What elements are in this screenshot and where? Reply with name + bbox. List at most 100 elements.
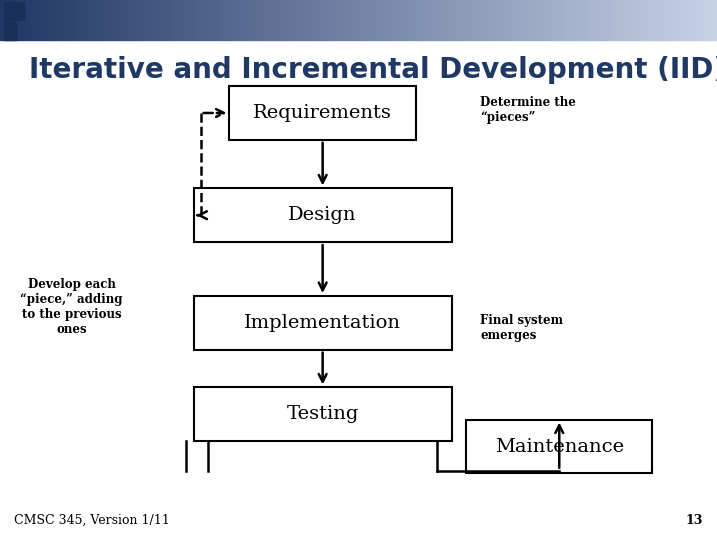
Bar bbox=[342, 0, 344, 40]
Bar bbox=[466, 0, 468, 40]
Bar bbox=[473, 0, 475, 40]
Bar bbox=[24, 0, 27, 40]
Bar bbox=[715, 0, 717, 40]
Bar bbox=[480, 0, 483, 40]
Bar bbox=[289, 0, 292, 40]
Bar bbox=[34, 0, 36, 40]
Text: Maintenance: Maintenance bbox=[495, 437, 624, 456]
Bar bbox=[201, 0, 203, 40]
Bar bbox=[146, 0, 148, 40]
Bar bbox=[52, 0, 55, 40]
Bar bbox=[105, 0, 108, 40]
Bar bbox=[0, 0, 2, 40]
Bar bbox=[521, 0, 523, 40]
Bar bbox=[120, 0, 122, 40]
Bar bbox=[67, 0, 70, 40]
Bar bbox=[138, 0, 141, 40]
Bar bbox=[337, 0, 339, 40]
Bar bbox=[249, 0, 251, 40]
Bar bbox=[215, 0, 217, 40]
Bar bbox=[581, 0, 583, 40]
Bar bbox=[265, 0, 267, 40]
Bar bbox=[110, 0, 113, 40]
Bar bbox=[440, 0, 442, 40]
Bar bbox=[237, 0, 239, 40]
Bar bbox=[698, 0, 701, 40]
Bar bbox=[604, 0, 607, 40]
Bar bbox=[500, 0, 502, 40]
Bar bbox=[394, 0, 397, 40]
Bar bbox=[368, 0, 371, 40]
Bar bbox=[129, 0, 131, 40]
Bar bbox=[349, 0, 351, 40]
Bar bbox=[631, 0, 633, 40]
Bar bbox=[442, 0, 445, 40]
Bar bbox=[373, 0, 375, 40]
Bar bbox=[435, 0, 437, 40]
Bar bbox=[222, 0, 224, 40]
Bar bbox=[636, 0, 638, 40]
Bar bbox=[643, 0, 645, 40]
Bar bbox=[335, 0, 337, 40]
Bar bbox=[447, 0, 450, 40]
Bar bbox=[418, 0, 421, 40]
Bar bbox=[242, 0, 244, 40]
Bar bbox=[526, 0, 528, 40]
Bar bbox=[81, 0, 84, 40]
Bar bbox=[36, 0, 38, 40]
Bar bbox=[688, 0, 690, 40]
Bar bbox=[547, 0, 550, 40]
Bar bbox=[382, 0, 385, 40]
Bar bbox=[184, 0, 186, 40]
Bar bbox=[4, 2, 24, 20]
Bar bbox=[280, 0, 282, 40]
Bar bbox=[588, 0, 590, 40]
Bar bbox=[676, 0, 679, 40]
Bar bbox=[86, 0, 88, 40]
Bar bbox=[593, 0, 595, 40]
Bar bbox=[186, 0, 189, 40]
Text: Determine the
“pieces”: Determine the “pieces” bbox=[480, 96, 576, 124]
Bar bbox=[407, 0, 409, 40]
Bar bbox=[652, 0, 655, 40]
Bar bbox=[287, 0, 289, 40]
Bar bbox=[115, 0, 117, 40]
Bar bbox=[313, 0, 315, 40]
Bar bbox=[160, 0, 163, 40]
Bar bbox=[554, 0, 557, 40]
Bar bbox=[497, 0, 500, 40]
Bar bbox=[48, 0, 50, 40]
Bar bbox=[655, 0, 657, 40]
Bar bbox=[292, 0, 294, 40]
Bar bbox=[320, 0, 323, 40]
Bar bbox=[181, 0, 184, 40]
Bar bbox=[45, 0, 48, 40]
Bar bbox=[416, 0, 418, 40]
Bar bbox=[260, 0, 263, 40]
Bar bbox=[315, 0, 318, 40]
Bar bbox=[277, 0, 280, 40]
Bar bbox=[358, 0, 361, 40]
Bar bbox=[318, 0, 320, 40]
Bar bbox=[361, 0, 364, 40]
FancyBboxPatch shape bbox=[466, 420, 652, 473]
Bar bbox=[151, 0, 153, 40]
Bar bbox=[574, 0, 576, 40]
Bar bbox=[303, 0, 306, 40]
Bar bbox=[550, 0, 552, 40]
Bar bbox=[493, 0, 495, 40]
Bar bbox=[234, 0, 237, 40]
Bar bbox=[380, 0, 382, 40]
Bar bbox=[77, 0, 79, 40]
Bar bbox=[163, 0, 165, 40]
Bar bbox=[328, 0, 330, 40]
Bar bbox=[62, 0, 65, 40]
Bar bbox=[428, 0, 430, 40]
Bar bbox=[174, 0, 177, 40]
Bar bbox=[459, 0, 461, 40]
Bar bbox=[275, 0, 277, 40]
Bar bbox=[445, 0, 447, 40]
Bar bbox=[356, 0, 358, 40]
Bar bbox=[229, 0, 232, 40]
Bar bbox=[208, 0, 210, 40]
